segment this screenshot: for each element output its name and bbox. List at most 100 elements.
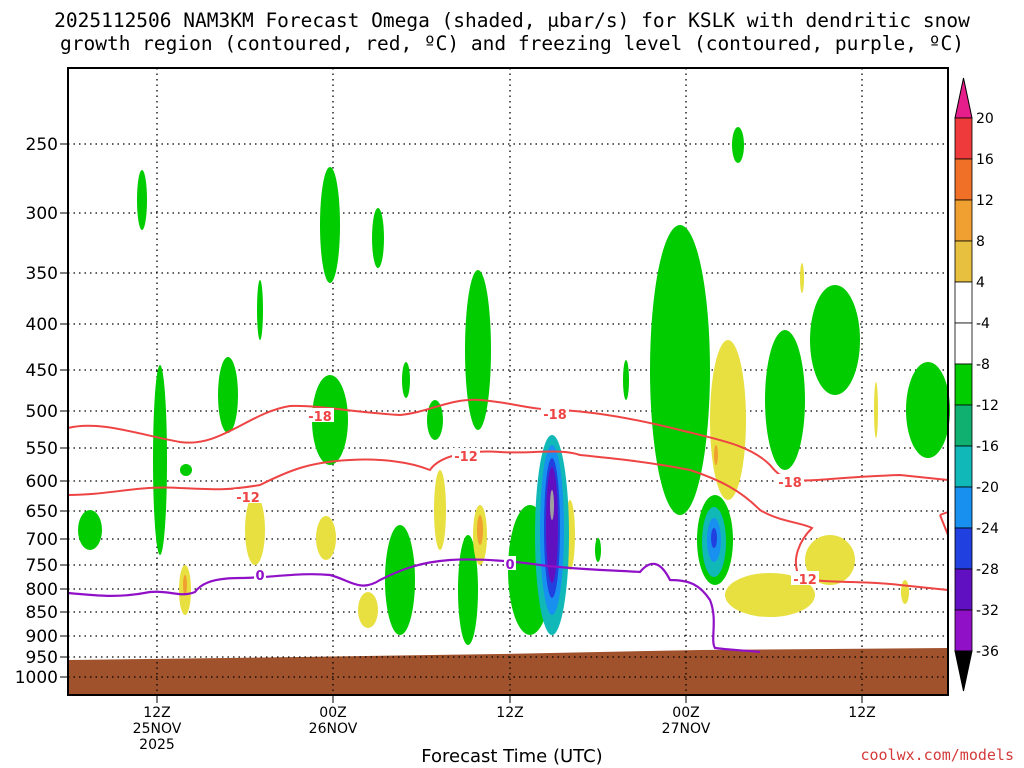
omega-region	[372, 208, 384, 268]
y-tick-label: 700	[26, 530, 58, 550]
y-tick-label: 250	[26, 135, 58, 155]
omega-orange-regions	[183, 445, 718, 595]
y-tick-label: 750	[26, 556, 58, 576]
colorbar-label: 4	[976, 275, 985, 291]
omega-region	[358, 592, 378, 628]
terrain-fill	[68, 648, 948, 695]
omega-region	[732, 127, 744, 163]
colorbar-label: -24	[976, 521, 999, 537]
contour-label-bg	[791, 571, 819, 585]
contour-label-bg	[776, 474, 804, 488]
y-tick-label: 550	[26, 439, 58, 459]
omega-green-regions	[78, 127, 950, 645]
red-contour-label: -12	[454, 450, 478, 465]
contour-label-bg	[541, 406, 569, 420]
red-contour-label: -12	[793, 573, 817, 588]
colorbar-segment	[954, 240, 973, 283]
contour-label-bg	[504, 556, 516, 570]
colorbar-bottom-arrow	[954, 650, 973, 692]
y-tick-label: 300	[26, 204, 58, 224]
omega-region	[427, 400, 443, 440]
y-tick-label: 900	[26, 627, 58, 647]
omega-region	[434, 470, 446, 550]
contour-label-bg	[306, 408, 334, 422]
omega-region	[650, 225, 710, 515]
x-axis-title: Forecast Time (UTC)	[421, 746, 603, 767]
colorbar-segment	[954, 568, 973, 611]
x-tick-label: 2025	[139, 737, 175, 753]
colorbar-segment	[954, 199, 973, 242]
omega-core-center	[535, 435, 569, 635]
omega-region	[153, 365, 167, 555]
x-tick-label: 26NOV	[309, 721, 358, 737]
y-tick-label: 800	[26, 580, 58, 600]
red-contours	[67, 398, 949, 591]
y-tick-label: 650	[26, 502, 58, 522]
colorbar-label: -20	[976, 480, 999, 496]
red-contour-label: -18	[543, 408, 567, 423]
red-contour-label: -18	[778, 476, 802, 491]
colorbar-segment	[954, 322, 973, 365]
freezing-level-contour	[67, 558, 761, 654]
contour-12	[67, 450, 949, 591]
colorbar-label: 20	[976, 111, 994, 127]
omega-region	[385, 525, 415, 635]
contour-label-bg	[452, 448, 480, 462]
colorbar-label: -28	[976, 562, 999, 578]
colorbar-label: 8	[976, 234, 985, 250]
omega-region	[874, 382, 878, 438]
omega-region	[711, 528, 717, 548]
omega-region	[465, 270, 491, 430]
plot-frame	[67, 67, 949, 696]
colorbar-label: 16	[976, 152, 994, 168]
omega-region	[477, 515, 483, 545]
contour-label-bg	[234, 489, 262, 503]
y-tick-label: 350	[26, 264, 58, 284]
chart-title-line2: growth region (contoured, red, ºC) and f…	[60, 32, 964, 55]
y-tick-label: 950	[26, 648, 58, 668]
y-tick-label: 400	[26, 315, 58, 335]
omega-region	[765, 330, 805, 470]
omega-region	[245, 495, 265, 565]
y-tick-label: 600	[26, 472, 58, 492]
contour-12-edge	[939, 511, 949, 536]
omega-region	[320, 167, 340, 283]
omega-region	[550, 490, 554, 520]
colorbar-label: -4	[976, 316, 990, 332]
omega-region	[183, 575, 187, 595]
colorbar-segment	[954, 445, 973, 488]
colorbar-label: -32	[976, 603, 999, 619]
colorbar-segment	[954, 404, 973, 447]
omega-region	[623, 360, 629, 400]
y-tick-label: 500	[26, 402, 58, 422]
x-tick-label: 12Z	[848, 705, 875, 721]
red-contour-label: -12	[236, 491, 260, 506]
omega-region	[180, 464, 192, 476]
omega-region	[316, 516, 336, 560]
omega-region	[810, 285, 860, 395]
omega-region	[402, 362, 410, 398]
omega-region	[710, 340, 746, 500]
x-tick-label: 27NOV	[662, 721, 711, 737]
y-tick-label: 850	[26, 603, 58, 623]
omega-region	[714, 445, 718, 465]
x-tick-label: 12Z	[143, 705, 170, 721]
credit-text: coolwx.com/models	[860, 746, 1014, 764]
colorbar-segment	[954, 363, 973, 406]
x-tick-label: 25NOV	[133, 721, 182, 737]
omega-core-right	[702, 507, 726, 577]
contour-label-bg	[254, 567, 266, 581]
omega-region	[906, 362, 950, 458]
contour-0	[67, 558, 761, 654]
colorbar-top-arrow	[954, 77, 973, 119]
colorbar-segment	[954, 527, 973, 570]
omega-region	[137, 170, 147, 230]
freezing-contour-label: 0	[505, 558, 514, 573]
omega-shading	[78, 127, 950, 645]
colorbar-label: -8	[976, 357, 990, 373]
colorbar-segment	[954, 486, 973, 529]
omega-region	[546, 467, 558, 583]
contour-labels: -18 -18 -12 -12 -18 -12 0 0	[234, 406, 819, 588]
colorbar-label: -36	[976, 644, 999, 660]
